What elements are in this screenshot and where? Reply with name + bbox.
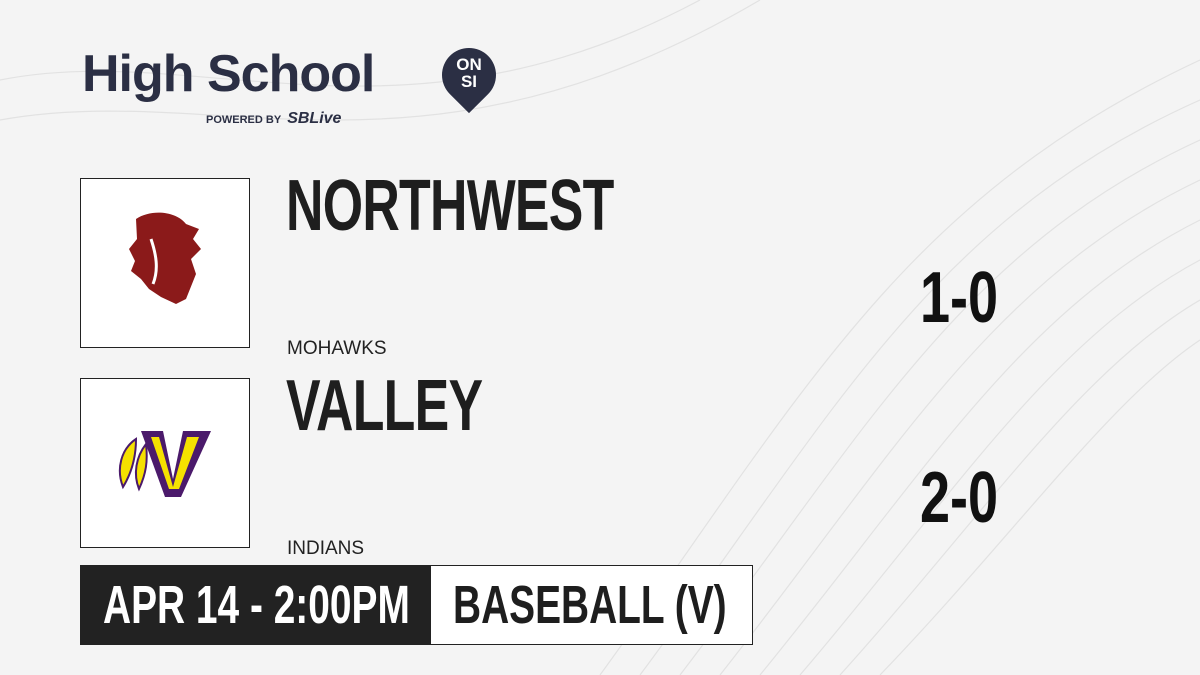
team-mascot-away: INDIANS: [287, 538, 365, 559]
valley-logo: [80, 378, 250, 548]
sblive-logo: SBLive: [287, 110, 342, 127]
powered-by: POWERED BY SBLive: [206, 110, 341, 128]
brand-logo[interactable]: High School ON SI POWERED BY SBLive: [82, 36, 508, 127]
team-record-home: 1-0: [920, 258, 999, 338]
mohawk-head-icon: [129, 212, 201, 304]
powered-by-label: POWERED BY: [206, 114, 282, 126]
team-name-home: NORTHWEST: [286, 166, 614, 246]
badge-top: ON: [456, 55, 482, 74]
team-record-away: 2-0: [920, 458, 999, 538]
badge-bottom: SI: [460, 72, 478, 91]
valley-v-icon: [118, 431, 211, 497]
game-sport: BASEBALL (V): [453, 575, 727, 635]
team-name-away: VALLEY: [286, 366, 483, 446]
game-datetime: APR 14 - 2:00PM: [103, 575, 410, 635]
game-info-bar: APR 14 - 2:00PM BASEBALL (V): [80, 565, 753, 645]
brand-title: High School: [82, 45, 375, 103]
northwest-logo: [80, 178, 250, 348]
on-si-badge: ON SI: [444, 56, 494, 90]
game-datetime-box: APR 14 - 2:00PM: [81, 566, 431, 644]
team-mascot-home: MOHAWKS: [287, 338, 387, 359]
